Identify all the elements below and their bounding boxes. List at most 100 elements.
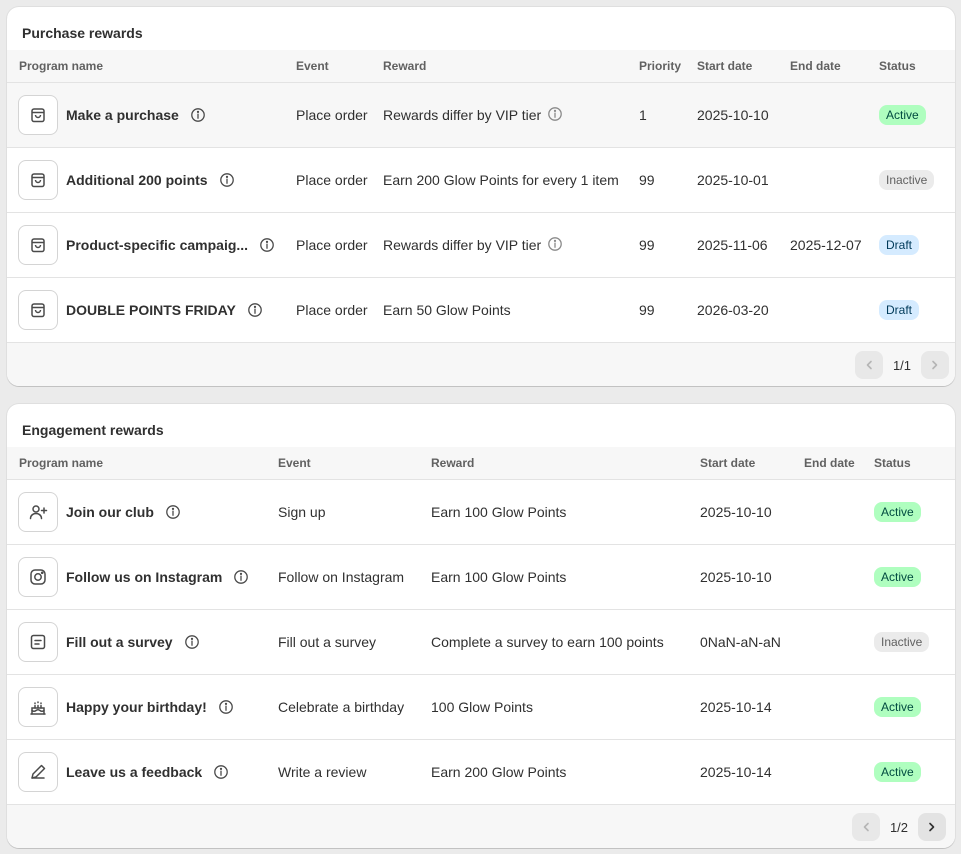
event-cell-text: Fill out a survey — [278, 634, 377, 650]
info-icon[interactable] — [218, 699, 234, 715]
reward-cell: Earn 200 Glow Points for every 1 item — [383, 148, 619, 212]
start-date-cell-text: 2025-10-14 — [700, 699, 772, 715]
reward-cell-text: 100 Glow Points — [431, 699, 533, 715]
program-name[interactable]: Happy your birthday! — [66, 699, 207, 715]
table-row[interactable]: Join our club Sign up Earn 100 Glow Points… — [7, 480, 955, 545]
survey-form-icon — [18, 622, 58, 662]
info-icon[interactable] — [259, 237, 275, 253]
program-name[interactable]: DOUBLE POINTS FRIDAY — [66, 302, 236, 318]
table-row[interactable]: Leave us a feedback Write a review Earn 20… — [7, 740, 955, 805]
chevron-right-icon — [929, 822, 935, 832]
program-name[interactable]: Follow us on Instagram — [66, 569, 223, 585]
priority-cell-text: 99 — [639, 237, 655, 253]
status-cell: Inactive — [879, 148, 935, 212]
program-name-cell: DOUBLE POINTS FRIDAY — [18, 278, 263, 342]
info-icon[interactable] — [247, 302, 263, 318]
event-cell: Place order — [296, 83, 368, 147]
pagination: 1/1 — [855, 351, 949, 379]
table-row[interactable]: DOUBLE POINTS FRIDAY Place order Earn 50 G… — [7, 278, 955, 343]
info-icon[interactable] — [233, 569, 249, 585]
program-name-cell: Leave us a feedback — [18, 740, 229, 804]
user-add-icon — [18, 492, 58, 532]
start-date-cell-text: 2025-10-01 — [697, 172, 769, 188]
table-header: Program name Event Reward Priority Start… — [7, 50, 955, 83]
program-name-cell: Join our club — [18, 480, 181, 544]
column-header-program-name: Program name — [19, 456, 104, 470]
event-cell: Place order — [296, 213, 368, 277]
shopping-bag-icon — [18, 160, 58, 200]
table-row[interactable]: Additional 200 points Place order Earn 200… — [7, 148, 955, 213]
start-date-cell-text: 2026-03-20 — [697, 302, 769, 318]
reward-cell: Earn 50 Glow Points — [383, 278, 511, 342]
table-header: Program name Event Reward Start date End… — [7, 447, 955, 480]
info-icon[interactable] — [184, 634, 200, 650]
priority-cell: 99 — [639, 213, 655, 277]
status-badge: Active — [874, 502, 921, 522]
status-badge: Draft — [879, 235, 920, 255]
status-badge: Draft — [879, 300, 920, 320]
start-date-cell: 2026-03-20 — [697, 278, 769, 342]
table-row[interactable]: Make a purchase Place order Rewards differ… — [7, 83, 955, 148]
previous-page-button[interactable] — [852, 813, 880, 841]
info-icon[interactable] — [213, 764, 229, 780]
info-icon[interactable] — [190, 107, 206, 123]
event-cell-text: Place order — [296, 172, 368, 188]
start-date-cell: 2025-10-01 — [697, 148, 769, 212]
table-row[interactable]: Happy your birthday! Celebrate a birthday… — [7, 675, 955, 740]
purchase-table-body: Make a purchase Place order Rewards differ… — [7, 83, 955, 343]
program-name[interactable]: Fill out a survey — [66, 634, 173, 650]
program-name-cell: Additional 200 points — [18, 148, 235, 212]
info-icon[interactable] — [547, 236, 563, 252]
start-date-cell-text: 0NaN-aN-aN — [700, 634, 781, 650]
engagement-table-body: Join our club Sign up Earn 100 Glow Points… — [7, 480, 955, 805]
status-cell: Active — [879, 83, 926, 147]
reward-cell: Earn 100 Glow Points — [431, 480, 566, 544]
priority-cell: 99 — [639, 278, 655, 342]
program-name[interactable]: Join our club — [66, 504, 154, 520]
event-cell: Follow on Instagram — [278, 545, 404, 609]
pencil-icon — [18, 752, 58, 792]
program-name[interactable]: Leave us a feedback — [66, 764, 203, 780]
table-row[interactable]: Product-specific campaig... Place order Re… — [7, 213, 955, 278]
previous-page-button[interactable] — [855, 351, 883, 379]
card-title: Engagement rewards — [22, 422, 164, 438]
shopping-bag-icon — [18, 225, 58, 265]
shopping-bag-icon — [18, 290, 58, 330]
card-title: Purchase rewards — [22, 25, 143, 41]
event-cell-text: Follow on Instagram — [278, 569, 405, 585]
event-cell-text: Place order — [296, 302, 368, 318]
page-indicator: 1/1 — [892, 357, 912, 373]
event-cell-text: Celebrate a birthday — [278, 699, 405, 715]
status-badge: Active — [879, 105, 926, 125]
priority-cell: 99 — [639, 148, 655, 212]
info-icon[interactable] — [219, 172, 235, 188]
info-icon[interactable] — [165, 504, 181, 520]
event-cell: Place order — [296, 278, 368, 342]
next-page-button[interactable] — [921, 351, 949, 379]
start-date-cell: 2025-10-14 — [700, 675, 772, 739]
program-name[interactable]: Product-specific campaig... — [66, 237, 249, 253]
status-cell: Draft — [879, 213, 920, 277]
reward-cell-text: Rewards differ by VIP tier — [383, 237, 542, 253]
priority-cell-text: 99 — [639, 302, 655, 318]
program-name[interactable]: Make a purchase — [66, 107, 179, 123]
engagement-rewards-card: Engagement rewards Program name Event Re… — [7, 404, 955, 848]
info-icon[interactable] — [547, 106, 563, 122]
chevron-left-icon — [866, 360, 872, 370]
reward-cell: 100 Glow Points — [431, 675, 533, 739]
column-header-priority: Priority — [639, 59, 682, 73]
priority-cell-text: 99 — [639, 172, 655, 188]
pagination: 1/2 — [852, 813, 946, 841]
table-row[interactable]: Follow us on Instagram Follow on Instagra… — [7, 545, 955, 610]
status-cell: Active — [874, 545, 921, 609]
program-name-cell: Fill out a survey — [18, 610, 200, 674]
next-page-button[interactable] — [918, 813, 946, 841]
reward-cell: Rewards differ by VIP tier — [383, 83, 563, 147]
table-footer: 1/2 — [7, 805, 955, 848]
program-name[interactable]: Additional 200 points — [66, 172, 208, 188]
end-date-cell-text: 2025-12-07 — [790, 237, 862, 253]
column-header-status: Status — [879, 59, 916, 73]
table-row[interactable]: Fill out a survey Fill out a survey Comple… — [7, 610, 955, 675]
chevron-right-icon — [932, 360, 938, 370]
start-date-cell-text: 2025-10-10 — [700, 569, 772, 585]
